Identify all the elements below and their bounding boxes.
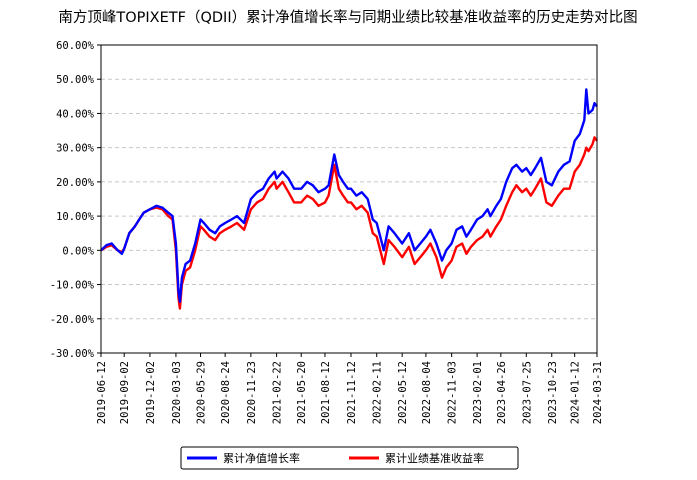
x-tick-label: 2019-09-02 (119, 361, 131, 424)
y-tick-label: 60.00% (56, 40, 95, 52)
y-tick-label: -20.00% (50, 314, 95, 326)
x-tick-label: 2024-03-31 (592, 361, 604, 424)
x-tick-label: 2021-11-12 (346, 361, 358, 424)
x-tick-label: 2019-12-02 (145, 361, 157, 424)
y-tick-label: 30.00% (56, 143, 95, 155)
x-tick-label: 2022-02-11 (372, 361, 384, 424)
x-tick-label: 2020-08-24 (220, 361, 232, 424)
x-tick-label: 2022-05-12 (397, 361, 409, 424)
y-tick-label: -10.00% (50, 280, 95, 292)
x-tick-label: 2023-04-26 (496, 361, 508, 424)
y-tick-label: -30.00% (50, 348, 95, 360)
grid-lines (101, 78, 597, 320)
series-lines (100, 88, 598, 310)
x-tick-label: 2024-01-12 (570, 361, 582, 424)
x-tick-label: 2022-11-03 (447, 361, 459, 424)
legend: 累计净值增长率 累计业绩基准收益率 (180, 446, 519, 470)
y-tick-label: 20.00% (56, 177, 95, 189)
x-tick-label: 2021-05-20 (296, 361, 308, 424)
legend-label-nav-growth: 累计净值增长率 (223, 451, 300, 465)
y-tick-label: 40.00% (56, 108, 95, 120)
y-axis-ticks: 60.00% 50.00% 40.00% 30.00% 20.00% 10.00% 0.00… (50, 40, 101, 360)
x-tick-label: 2021-02-22 (272, 361, 284, 424)
series-line-nav-growth (100, 88, 598, 303)
plot-area-frame (100, 44, 598, 354)
y-tick-label: 10.00% (56, 211, 95, 223)
y-tick-label: 0.00% (62, 245, 94, 257)
x-tick-label: 2020-11-23 (246, 361, 258, 424)
x-tick-label: 2023-07-25 (521, 361, 533, 424)
legend-label-benchmark: 累计业绩基准收益率 (385, 451, 484, 465)
x-tick-label: 2021-08-12 (320, 361, 332, 424)
x-tick-label: 2019-06-12 (96, 361, 108, 424)
x-axis-ticks: 2019-06-12 2019-09-02 2019-12-02 2020-03-03… (96, 353, 604, 424)
x-tick-label: 2022-08-04 (421, 361, 433, 424)
chart-title: 南方顶峰TOPIXETF（QDII）累计净值增长率与同期业绩比较基准收益率的历史… (58, 8, 637, 26)
series-line-benchmark (100, 136, 598, 310)
x-tick-label: 2020-05-29 (196, 361, 208, 424)
x-tick-label: 2023-02-01 (472, 361, 484, 424)
y-tick-label: 50.00% (56, 74, 95, 86)
x-tick-label: 2020-03-03 (171, 361, 183, 424)
x-tick-label: 2023-10-23 (547, 361, 559, 424)
